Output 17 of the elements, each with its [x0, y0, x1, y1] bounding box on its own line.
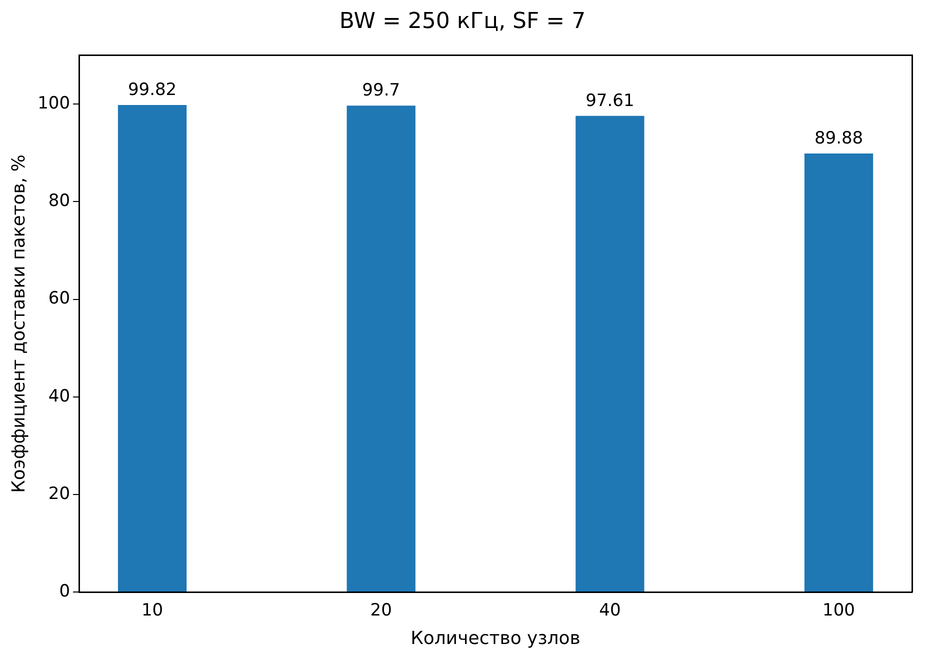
y-tick-label: 60 — [48, 288, 70, 309]
data-label: 99.7 — [362, 80, 400, 101]
y-tick-label: 20 — [48, 484, 70, 504]
data-label: 99.82 — [128, 80, 177, 100]
chart-title: BW = 250 кГц, SF = 7 — [339, 8, 586, 34]
x-tick-label: 40 — [599, 600, 621, 621]
x-axis-title: Количество узлов — [410, 628, 580, 649]
y-axis-title: Коэффициент доставки пакетов, % — [8, 154, 30, 493]
data-label: 97.61 — [586, 90, 634, 111]
y-tick-label: 40 — [48, 386, 70, 406]
x-tick-label: 10 — [141, 600, 164, 621]
y-tick-label: 80 — [48, 191, 70, 212]
x-tick-label: 100 — [822, 600, 855, 621]
y-tick-label: 0 — [59, 581, 70, 602]
y-tick-label: 100 — [38, 94, 70, 114]
x-tick-label: 20 — [370, 600, 392, 621]
data-label: 89.88 — [814, 128, 864, 148]
